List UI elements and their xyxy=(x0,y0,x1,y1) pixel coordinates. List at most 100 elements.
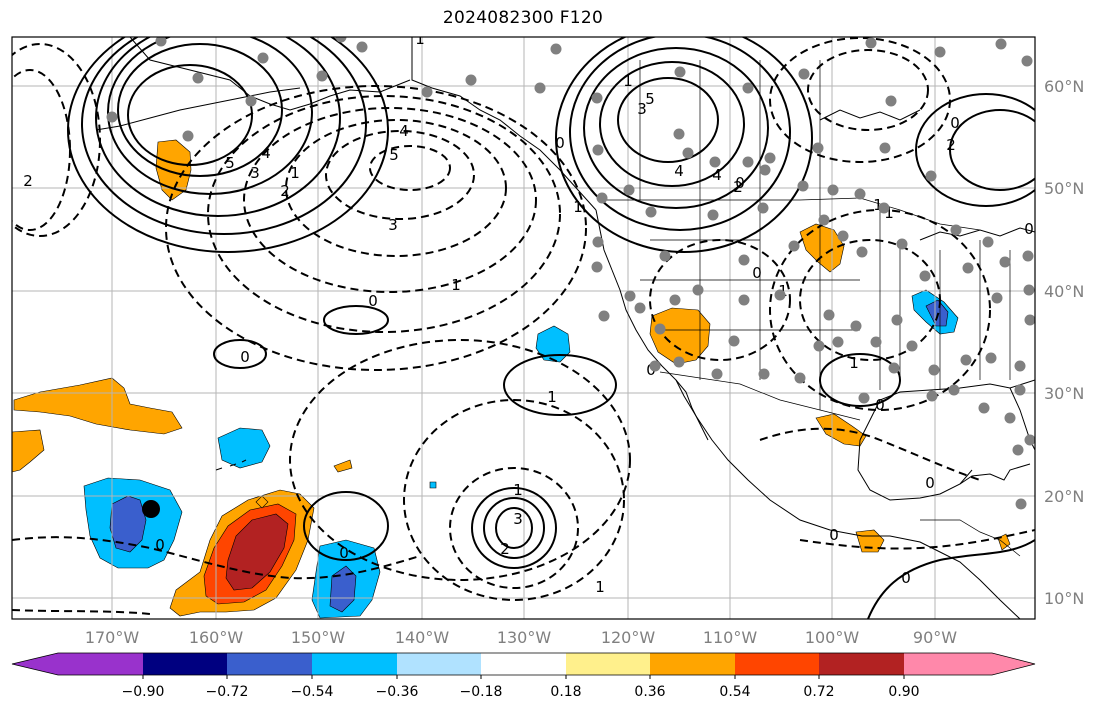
station-dot xyxy=(649,360,661,372)
station-dot xyxy=(245,95,257,107)
station-dot xyxy=(878,202,890,214)
lat-label: 20°N xyxy=(1044,487,1084,506)
lat-label: 60°N xyxy=(1044,77,1084,96)
yucatan xyxy=(959,463,1031,485)
station-dot xyxy=(818,214,830,226)
station-dot xyxy=(982,236,994,248)
colorbar-segment xyxy=(481,653,566,675)
station-dot xyxy=(879,142,891,154)
contour-label-2-nw: 2 xyxy=(280,182,290,200)
contour-label-4-high: 4 xyxy=(712,166,722,184)
station-dot xyxy=(854,188,866,200)
contour-neg-carib xyxy=(799,529,1035,550)
station-dot xyxy=(870,336,882,348)
station-dot xyxy=(813,340,825,352)
hawaii-islands xyxy=(215,459,247,471)
station-dot xyxy=(962,262,974,274)
contour-label-0-br: 0 xyxy=(829,526,839,544)
contour-label-0-center: 0 xyxy=(339,544,349,562)
station-dot xyxy=(1014,360,1026,372)
colorbar-tick-label: −0.90 xyxy=(122,684,165,700)
us-mexico-border xyxy=(659,371,861,421)
station-dot xyxy=(797,180,809,192)
shade-blue-trop xyxy=(329,565,357,613)
contour-labels: 1543212453100041354201010210011001032101… xyxy=(23,37,1034,596)
station-dot xyxy=(645,206,657,218)
contour-neg-sw xyxy=(12,536,421,580)
station-dot xyxy=(1024,434,1035,446)
station-dot xyxy=(738,254,750,266)
colorbar-segment xyxy=(819,653,904,675)
contour-label-3-high: 3 xyxy=(637,100,647,118)
contour-label-1-high: 1 xyxy=(623,72,633,90)
station-dot xyxy=(682,147,694,159)
station-dot xyxy=(692,284,704,296)
station-dot xyxy=(335,37,347,43)
station-dot xyxy=(774,289,786,301)
lat-label: 40°N xyxy=(1044,282,1084,301)
map-title: 2024082300 F120 xyxy=(442,8,604,28)
station-dot xyxy=(925,170,937,182)
lon-label: 150°W xyxy=(291,628,346,647)
colorbar-segment xyxy=(566,653,650,675)
station-dot xyxy=(950,224,962,236)
station-dot xyxy=(316,70,328,82)
shade-orange-small xyxy=(333,459,353,473)
shade-cyan-small xyxy=(429,481,437,489)
station-dot xyxy=(707,209,719,221)
contour-label-0-sw: 0 xyxy=(646,361,656,379)
station-dot xyxy=(1023,284,1035,296)
station-dot xyxy=(788,240,800,252)
station-dot xyxy=(858,392,870,404)
station-dot xyxy=(674,66,686,78)
colorbar-tick-label: 0.90 xyxy=(888,684,919,700)
station-dot xyxy=(891,314,903,326)
shade-orange-west-edge xyxy=(12,429,45,473)
station-dot xyxy=(742,156,754,168)
lat-label: 50°N xyxy=(1044,179,1084,198)
contour-label-4-cent: 4 xyxy=(674,162,684,180)
station-dot xyxy=(832,336,844,348)
anomaly-shading xyxy=(12,139,1011,619)
station-dot xyxy=(985,352,997,364)
station-dot xyxy=(669,294,681,306)
colorbar-segments xyxy=(12,653,1035,675)
colorbar-frame xyxy=(11,652,1036,676)
contour-label-neg5: 5 xyxy=(389,146,399,164)
station-dot xyxy=(1012,444,1024,456)
lon-label: 90°W xyxy=(913,628,957,647)
contour-label-neg4: 4 xyxy=(399,122,409,140)
station-dot xyxy=(624,290,636,302)
station-dot xyxy=(709,156,721,168)
station-dot xyxy=(711,368,723,380)
station-dot xyxy=(465,74,477,86)
contour-label-2-ne: 2 xyxy=(946,136,956,154)
coastlines xyxy=(95,37,1035,619)
lon-label: 140°W xyxy=(395,628,450,647)
colorbar-ticks xyxy=(142,675,905,679)
lon-label: 100°W xyxy=(805,628,860,647)
station-dot xyxy=(742,82,754,94)
lon-label: 170°W xyxy=(85,628,140,647)
shade-blue-mississippi xyxy=(925,299,949,327)
station-dot xyxy=(106,111,118,123)
contour-label-1-center: 1 xyxy=(513,481,523,499)
contour-label-2-left: 2 xyxy=(23,172,33,190)
station-dot xyxy=(885,95,897,107)
contour-label-0-ne: 0 xyxy=(950,114,960,132)
contour-label-4-nw: 4 xyxy=(261,144,271,162)
station-dot xyxy=(257,52,269,64)
station-dot xyxy=(919,270,931,282)
latitude-labels: 60°N 50°N 40°N 30°N 20°N 10°N xyxy=(1044,77,1084,608)
contour-label-1-ne: 1 xyxy=(873,196,883,214)
contour-label-1-bottom: 1 xyxy=(595,578,605,596)
station-dot xyxy=(591,261,603,273)
colorbar-tick-label: −0.36 xyxy=(376,684,419,700)
colorbar: −0.90 −0.72 −0.54 −0.36 −0.18 0.18 0.36 … xyxy=(11,652,1036,700)
contour-label-2-center: 2 xyxy=(500,540,510,558)
station-dot xyxy=(978,402,990,414)
station-dot xyxy=(534,82,546,94)
station-dot xyxy=(592,236,604,248)
station-dot xyxy=(948,384,960,396)
station-dot xyxy=(823,309,835,321)
